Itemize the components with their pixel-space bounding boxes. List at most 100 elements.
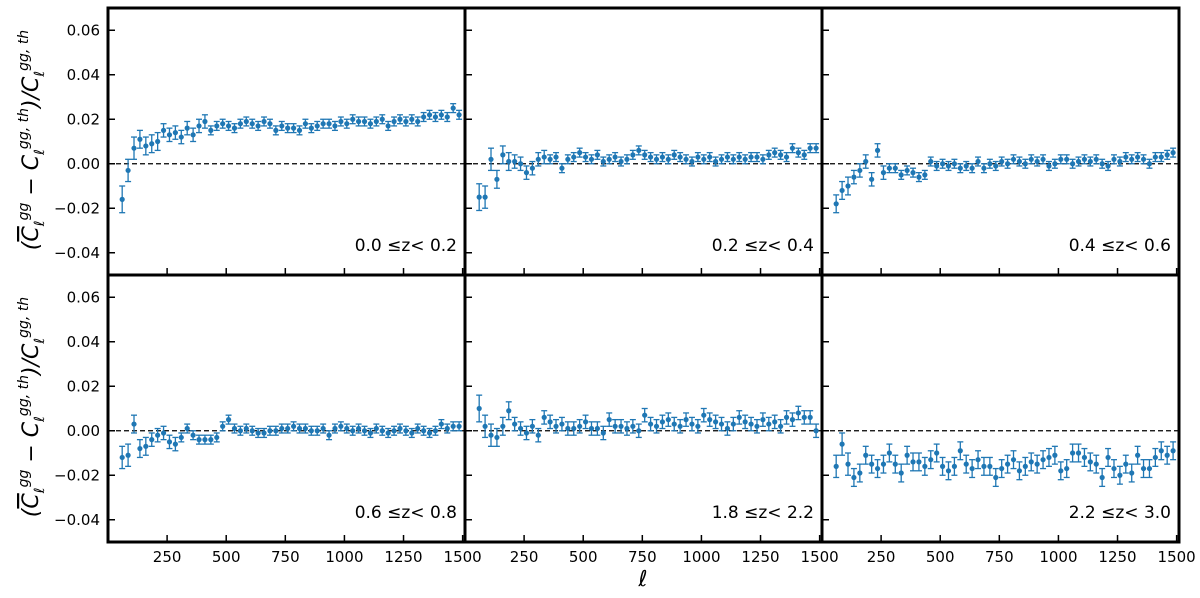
data-point [813, 145, 819, 151]
data-point [1064, 156, 1070, 162]
data-point [934, 163, 940, 169]
data-point [898, 470, 904, 476]
data-point [754, 154, 760, 160]
data-point [1028, 156, 1034, 162]
y-tick-label: 0.00 [67, 155, 100, 173]
data-point [571, 425, 577, 432]
data-point [332, 123, 338, 129]
data-point [718, 156, 725, 162]
data-point [432, 428, 439, 434]
data-point [730, 156, 736, 162]
data-point [350, 116, 356, 122]
data-point [231, 125, 238, 131]
data-point [987, 463, 993, 469]
data-point [476, 194, 482, 200]
data-point [155, 432, 161, 438]
data-point [736, 414, 742, 420]
data-point [255, 123, 261, 129]
data-point [450, 105, 456, 111]
data-point [874, 147, 881, 153]
y-tick-label: 0.04 [67, 66, 100, 84]
panels-group: −0.04 −0.02 0.00 0.02 0.04 0.06 0.0 ≤z< 0.2 0.2… [54, 6, 1196, 566]
data-point [308, 428, 314, 434]
data-point [689, 421, 695, 427]
data-point [1010, 156, 1017, 162]
data-point [320, 121, 326, 127]
data-point [125, 167, 131, 174]
data-point [624, 156, 630, 162]
data-point [261, 430, 267, 436]
data-point [707, 154, 713, 160]
data-point [939, 463, 946, 469]
data-point [945, 163, 952, 169]
data-point [671, 152, 677, 158]
panel-redshift-label: 0.4 ≤z< 0.6 [1069, 236, 1171, 256]
data-point [789, 145, 796, 151]
data-point [760, 417, 766, 423]
data-point [618, 423, 624, 429]
data-point [813, 428, 819, 434]
data-point [403, 118, 409, 125]
data-point [494, 176, 500, 182]
data-point [845, 461, 851, 467]
data-point [724, 425, 731, 432]
data-point [320, 425, 326, 432]
data-point [975, 457, 981, 463]
data-point [397, 425, 403, 432]
data-point [677, 423, 683, 429]
data-point [957, 165, 963, 171]
data-point [1034, 461, 1040, 467]
data-point [981, 165, 987, 171]
panel-redshift-label: 0.0 ≤z< 0.2 [355, 236, 457, 256]
data-point [839, 441, 845, 447]
data-point [766, 421, 772, 427]
data-point [190, 432, 196, 438]
data-point [482, 194, 488, 200]
data-point [332, 425, 338, 432]
data-point [892, 165, 898, 171]
data-point [517, 161, 524, 167]
data-point [1040, 156, 1046, 162]
data-point [999, 465, 1005, 472]
data-point [149, 437, 155, 443]
data-point [582, 419, 589, 425]
data-point [149, 141, 155, 147]
data-point [541, 414, 547, 420]
panel-redshift-label: 0.2 ≤z< 0.4 [712, 236, 814, 256]
data-point [444, 425, 450, 432]
data-point [1081, 156, 1088, 162]
data-point [426, 430, 433, 436]
data-point [279, 425, 285, 432]
data-point [892, 461, 898, 467]
x-tick-label: 750 [271, 548, 300, 566]
data-point [231, 425, 238, 432]
data-point [801, 414, 807, 420]
data-point [701, 412, 707, 418]
data-point [1058, 156, 1064, 162]
data-point [1135, 452, 1141, 458]
data-point [290, 125, 297, 131]
data-point [618, 158, 624, 165]
panel-5: 250 500 750 1000 1250 1500 1.8 ≤z< 2.2 [463, 273, 839, 566]
data-point [302, 425, 309, 432]
data-point [553, 154, 559, 160]
data-point [993, 163, 999, 169]
data-point [249, 121, 255, 127]
data-point [713, 419, 719, 425]
data-point [677, 154, 683, 160]
data-point [582, 154, 589, 160]
data-point [642, 152, 648, 158]
data-point [523, 430, 530, 436]
data-point [296, 127, 303, 133]
data-point [928, 158, 934, 165]
data-point [1152, 154, 1158, 160]
data-point [249, 428, 255, 434]
data-point [391, 118, 397, 125]
x-tick-label: 250 [867, 548, 896, 566]
data-point [267, 121, 273, 127]
data-point [488, 156, 494, 162]
data-point [373, 118, 379, 125]
data-point [553, 423, 559, 429]
data-point [1117, 472, 1123, 478]
y-tick-label: 0.06 [67, 288, 100, 306]
